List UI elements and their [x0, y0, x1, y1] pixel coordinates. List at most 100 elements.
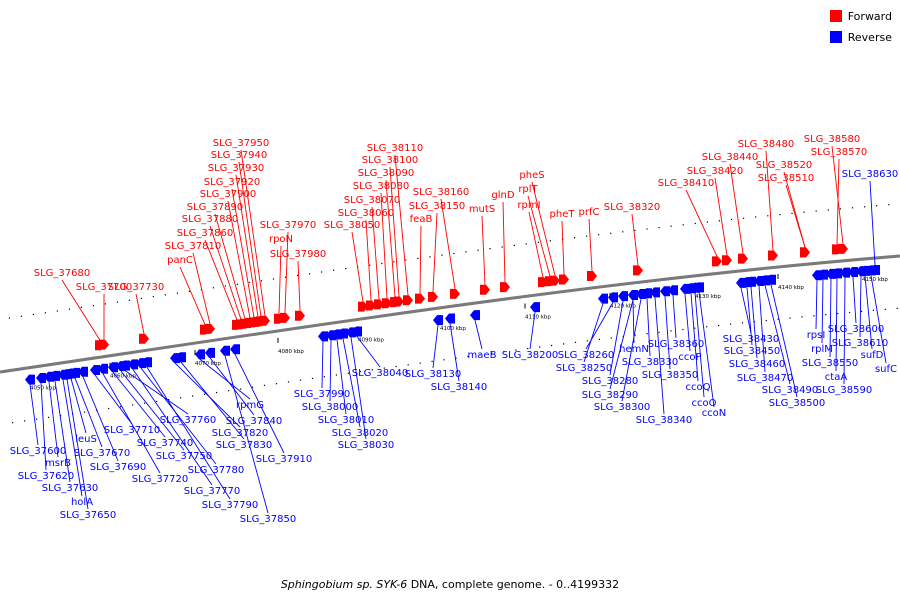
- gene-label-forward[interactable]: SLG_37940: [211, 150, 267, 161]
- gene-arrow[interactable]: [633, 265, 643, 276]
- gene-label-forward[interactable]: SLG_38150: [409, 201, 465, 212]
- gene-arrow[interactable]: [98, 363, 108, 374]
- gene-arrow[interactable]: [832, 268, 842, 279]
- gene-label-reverse[interactable]: ccoP: [678, 352, 701, 363]
- gene-label-reverse[interactable]: rpmG: [236, 400, 264, 411]
- gene-label-forward[interactable]: SLG_38080: [353, 181, 409, 192]
- gene-arrow[interactable]: [99, 339, 109, 350]
- gene-label-reverse[interactable]: SLG_37790: [202, 500, 258, 511]
- gene-arrow[interactable]: [142, 357, 152, 368]
- gene-label-reverse[interactable]: SLG_38200: [502, 350, 558, 361]
- gene-label-reverse[interactable]: SLG_37830: [216, 440, 272, 451]
- gene-arrow[interactable]: [812, 270, 822, 281]
- gene-label-reverse[interactable]: SLG_37690: [90, 462, 146, 473]
- gene-label-reverse[interactable]: ccoO: [692, 398, 717, 409]
- gene-label-reverse[interactable]: SLG_38030: [338, 440, 394, 451]
- gene-arrow[interactable]: [450, 288, 460, 299]
- gene-label-forward[interactable]: SLG_38440: [702, 152, 758, 163]
- gene-label-reverse[interactable]: maeB: [468, 350, 497, 361]
- gene-label-forward[interactable]: rpoN: [269, 234, 293, 245]
- gene-label-reverse[interactable]: SLG_37670: [74, 448, 130, 459]
- gene-label-reverse[interactable]: SLG_38630: [842, 169, 898, 180]
- gene-label-reverse[interactable]: SLG_37770: [184, 486, 240, 497]
- gene-arrow[interactable]: [120, 360, 130, 371]
- gene-label-forward[interactable]: SLG_38580: [804, 134, 860, 145]
- gene-label-reverse[interactable]: SLG_37990: [294, 389, 350, 400]
- gene-arrow[interactable]: [694, 282, 704, 293]
- gene-label-forward[interactable]: SLG_38050: [324, 220, 380, 231]
- gene-label-forward[interactable]: SLG_37900: [200, 189, 256, 200]
- gene-arrow[interactable]: [870, 265, 880, 276]
- gene-arrow[interactable]: [754, 275, 764, 286]
- gene-label-reverse[interactable]: SLG_37750: [156, 451, 212, 462]
- gene-arrow[interactable]: [668, 285, 678, 296]
- gene-label-reverse[interactable]: rplM: [811, 344, 833, 355]
- gene-arrow[interactable]: [70, 367, 80, 378]
- gene-arrow[interactable]: [50, 370, 60, 381]
- gene-arrow[interactable]: [826, 268, 836, 279]
- gene-arrow[interactable]: [618, 291, 628, 302]
- gene-arrow[interactable]: [78, 366, 88, 377]
- gene-label-reverse[interactable]: SLG_37720: [132, 474, 188, 485]
- gene-arrow[interactable]: [415, 293, 425, 304]
- gene-arrow[interactable]: [220, 345, 230, 356]
- gene-label-reverse[interactable]: SLG_38450: [724, 346, 780, 357]
- gene-label-reverse[interactable]: SLG_38430: [723, 334, 779, 345]
- gene-label-forward[interactable]: SLG_37950: [213, 138, 269, 149]
- gene-label-reverse[interactable]: SLG_38490: [762, 385, 818, 396]
- gene-label-reverse[interactable]: SLG_38260: [558, 350, 614, 361]
- gene-label-forward[interactable]: SLG_38070: [344, 195, 400, 206]
- gene-label-forward[interactable]: SLG_37700: [76, 282, 132, 293]
- gene-arrow[interactable]: [139, 333, 149, 344]
- gene-arrow[interactable]: [358, 301, 368, 312]
- gene-label-reverse[interactable]: SLG_38500: [769, 398, 825, 409]
- gene-arrow[interactable]: [818, 269, 828, 280]
- gene-arrow[interactable]: [760, 275, 770, 286]
- gene-arrow[interactable]: [280, 312, 290, 323]
- gene-label-reverse[interactable]: SLG_38290: [582, 390, 638, 401]
- gene-arrow[interactable]: [128, 359, 138, 370]
- gene-arrow[interactable]: [608, 292, 618, 303]
- gene-arrow[interactable]: [108, 362, 118, 373]
- gene-arrow[interactable]: [382, 298, 392, 309]
- gene-label-forward[interactable]: SLG_38520: [756, 160, 812, 171]
- gene-label-reverse[interactable]: ctaA: [825, 372, 848, 383]
- gene-arrow[interactable]: [338, 328, 348, 339]
- gene-label-reverse[interactable]: leuS: [75, 434, 97, 445]
- gene-label-forward[interactable]: SLG_38320: [604, 202, 660, 213]
- gene-label-reverse[interactable]: SLG_38330: [622, 357, 678, 368]
- gene-label-reverse[interactable]: SLG_37780: [188, 465, 244, 476]
- gene-label-reverse[interactable]: SLG_37850: [240, 514, 296, 525]
- gene-arrow[interactable]: [352, 326, 362, 337]
- gene-arrow[interactable]: [838, 243, 848, 254]
- gene-label-reverse[interactable]: msrB: [45, 458, 71, 469]
- gene-arrow[interactable]: [766, 274, 776, 285]
- gene-label-reverse[interactable]: SLG_37760: [160, 415, 216, 426]
- gene-arrow[interactable]: [366, 300, 376, 311]
- gene-arrow[interactable]: [36, 372, 46, 383]
- gene-label-forward[interactable]: SLG_37880: [182, 214, 238, 225]
- gene-label-reverse[interactable]: ccoN: [702, 408, 727, 419]
- gene-label-forward[interactable]: SLG_38060: [338, 208, 394, 219]
- gene-arrow[interactable]: [205, 347, 215, 358]
- gene-arrow[interactable]: [394, 296, 404, 307]
- gene-label-reverse[interactable]: sufD: [861, 350, 884, 361]
- gene-label-forward[interactable]: prfC: [579, 207, 600, 218]
- gene-label-reverse[interactable]: SLG_38610: [832, 338, 888, 349]
- gene-arrow[interactable]: [230, 344, 240, 355]
- gene-label-forward[interactable]: SLG_38480: [738, 139, 794, 150]
- gene-arrow[interactable]: [374, 299, 384, 310]
- gene-label-forward[interactable]: SLG_37810: [165, 241, 221, 252]
- gene-label-reverse[interactable]: SLG_38460: [729, 359, 785, 370]
- gene-arrow[interactable]: [840, 267, 850, 278]
- gene-label-reverse[interactable]: SLG_38600: [828, 324, 884, 335]
- gene-arrow[interactable]: [559, 274, 569, 285]
- gene-label-forward[interactable]: SLG_37730: [108, 282, 164, 293]
- gene-label-forward[interactable]: rpmI: [517, 200, 540, 211]
- gene-arrow[interactable]: [445, 313, 455, 324]
- gene-arrow[interactable]: [550, 275, 560, 286]
- gene-label-reverse[interactable]: SLG_37650: [60, 510, 116, 521]
- gene-arrow[interactable]: [848, 266, 858, 277]
- gene-arrow[interactable]: [433, 315, 443, 326]
- gene-label-reverse[interactable]: SLG_38590: [816, 385, 872, 396]
